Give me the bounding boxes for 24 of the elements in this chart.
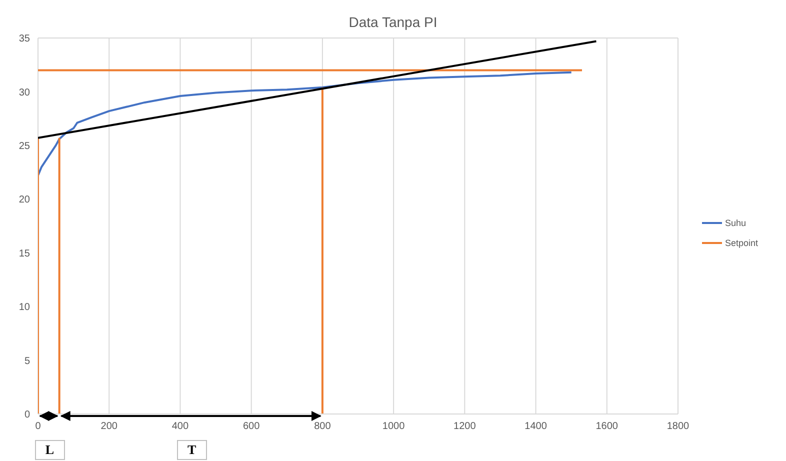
x-tick-label: 800 [314, 421, 332, 432]
y-tick-label: 15 [18, 248, 30, 260]
x-tick-label: 1000 [382, 421, 406, 432]
legend-label: Setpoint [725, 238, 758, 248]
x-tick-label: 1800 [666, 421, 690, 432]
x-tick-label: 1400 [524, 421, 548, 432]
x-tick-label: 600 [242, 421, 260, 432]
x-tick-label: 0 [35, 421, 42, 432]
x-tick-label: 200 [100, 421, 118, 432]
y-tick-label: 30 [18, 87, 30, 98]
x-tick-label: 400 [172, 421, 189, 432]
y-tick-label: 0 [24, 410, 30, 421]
text: T [176, 440, 207, 460]
y-tick-label: 5 [24, 356, 30, 367]
text: L [34, 440, 65, 460]
y-tick-label: 20 [18, 194, 30, 206]
x-tick-label: 1200 [454, 421, 476, 432]
x-tick-label: 1600 [596, 421, 618, 432]
y-tick-label: 35 [18, 34, 30, 45]
y-tick-label: 10 [18, 302, 30, 314]
chart-title: Data Tanpa PI [348, 14, 438, 30]
line-series [38, 71, 572, 177]
legend-label: Suhu [725, 218, 746, 228]
y-tick-label: 25 [18, 140, 30, 152]
